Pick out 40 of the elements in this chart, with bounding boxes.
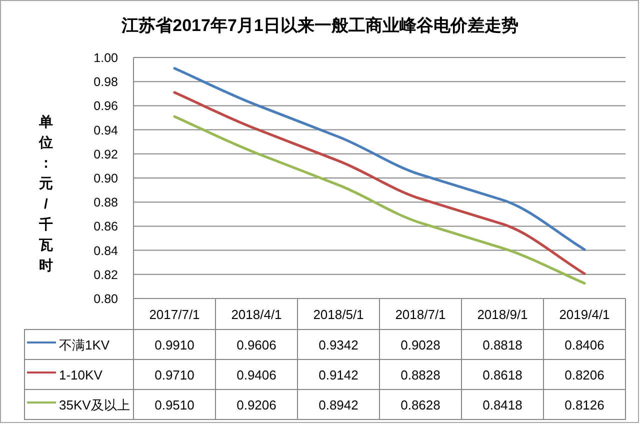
y-tick-label: 0.82 [94, 268, 118, 282]
data-label: 0.9406 [236, 368, 276, 382]
data-label: 0.9510 [154, 398, 194, 412]
y-tick-label: 0.96 [94, 99, 118, 114]
data-label: 0.8628 [400, 398, 440, 412]
y-tick-label: 0.84 [94, 244, 118, 258]
data-label: 0.8818 [482, 338, 522, 352]
legend-label: 不满1KV [59, 338, 110, 352]
data-label: 0.9206 [236, 398, 276, 412]
x-tick-label: 2018/9/1 [477, 307, 528, 322]
x-tick-label: 2018/5/1 [313, 307, 364, 322]
data-label: 0.9910 [154, 338, 194, 352]
y-tick-label: 0.98 [94, 75, 118, 90]
data-label: 0.9710 [154, 368, 194, 382]
data-label: 0.9142 [318, 368, 358, 382]
data-label: 0.8126 [564, 398, 604, 412]
y-axis-title: 单位：元/千瓦时 [38, 113, 53, 273]
x-tick-label: 2018/7/1 [395, 307, 446, 322]
x-tick-label: 2019/4/1 [559, 307, 610, 322]
data-label: 0.8618 [482, 368, 522, 382]
chart-title: 江苏省2017年7月1日以来一般工商业峰谷电价差走势 [120, 16, 518, 35]
y-tick-label: 0.94 [94, 123, 118, 138]
y-tick-label: 0.90 [94, 172, 118, 186]
y-tick-label: 0.92 [94, 147, 118, 162]
y-tick-label: 0.88 [94, 196, 118, 210]
legend-label: 1-10KV [59, 368, 103, 382]
data-label: 0.9606 [236, 338, 276, 352]
data-label: 0.9342 [318, 338, 358, 352]
y-tick-label: 0.80 [94, 292, 118, 306]
data-label: 0.9028 [400, 338, 440, 352]
y-tick-label: 1.00 [94, 51, 118, 65]
x-tick-label: 2018/4/1 [231, 307, 282, 322]
data-label: 0.8828 [400, 368, 440, 382]
data-label: 0.8406 [564, 338, 604, 352]
data-label: 0.8206 [564, 368, 604, 382]
x-tick-label: 2017/7/1 [149, 307, 200, 322]
data-label: 0.8942 [318, 398, 358, 412]
y-tick-label: 0.86 [94, 220, 118, 234]
legend-label: 35KV及以上 [59, 398, 130, 412]
data-label: 0.8418 [482, 398, 522, 412]
